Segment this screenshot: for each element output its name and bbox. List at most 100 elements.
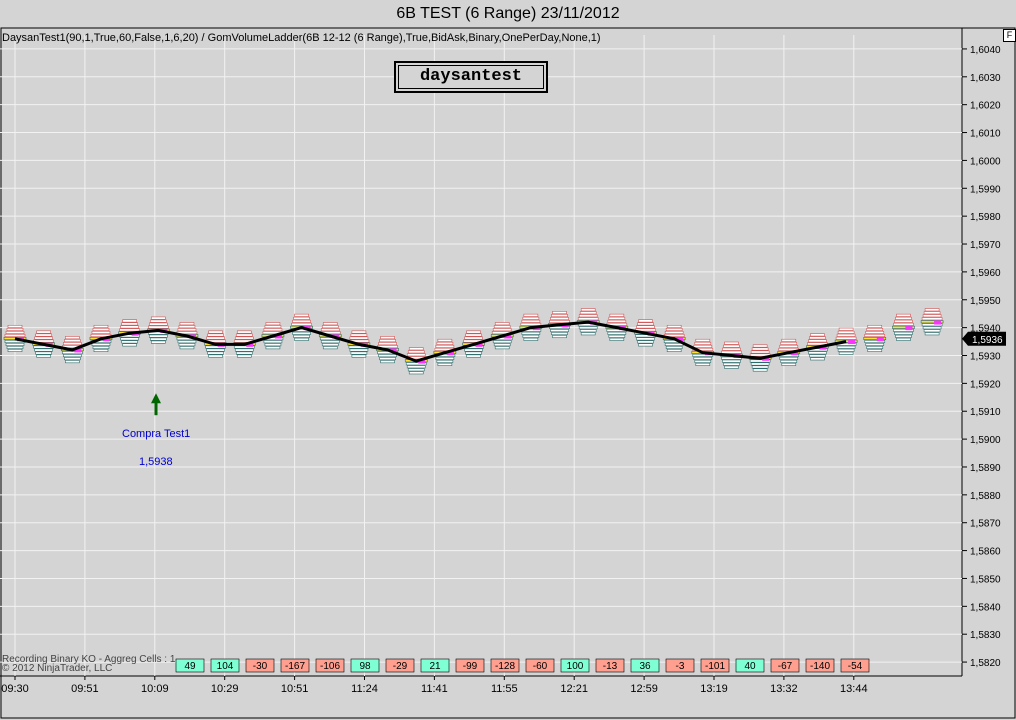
delta-box [245, 658, 275, 673]
chart-frame [0, 27, 1016, 719]
delta-box [490, 658, 520, 673]
delta-box [735, 658, 765, 673]
y-tick-label: 1,6030 [970, 73, 1001, 84]
delta-box [525, 658, 555, 673]
y-tick-label: 1,5940 [970, 324, 1001, 335]
delta-value: 40 [744, 661, 756, 672]
x-tick-label: 11:24 [351, 683, 378, 695]
y-tick-label: 1,6040 [970, 45, 1001, 56]
volume-ladder-bar [720, 341, 743, 369]
delta-box [315, 658, 345, 673]
status-copyright: © 2012 NinjaTrader, LLC [2, 663, 113, 674]
x-tick-label: 09:30 [1, 683, 29, 695]
y-tick-label: 1,5900 [970, 435, 1001, 446]
x-tick-label: 11:41 [421, 683, 448, 695]
volume-ladder-bar [920, 308, 944, 336]
y-tick-label: 1,5980 [970, 212, 1001, 223]
delta-value: -30 [253, 661, 268, 672]
delta-box [700, 658, 730, 673]
volume-ladder-bar [863, 324, 887, 352]
y-tick-label: 1,5970 [970, 240, 1001, 251]
window-title: 6B TEST (6 Range) 23/11/2012 [396, 5, 620, 22]
delta-box [455, 658, 485, 673]
y-tick-label: 1,5850 [970, 574, 1001, 585]
volume-ladder-bar [3, 324, 27, 352]
y-tick-label: 1,5890 [970, 463, 1001, 474]
y-tick-label: 1,5950 [970, 296, 1001, 307]
delta-value: -3 [676, 661, 685, 672]
delta-value: 36 [639, 661, 651, 672]
indicator-label: DaysanTest1(90,1,True,60,False,1,6,20) /… [2, 32, 601, 44]
delta-box [560, 658, 590, 673]
y-tick-label: 1,5830 [970, 630, 1001, 641]
x-tick-label: 10:51 [281, 683, 309, 695]
volume-ladder-bar [834, 327, 858, 355]
x-tick-label: 10:29 [211, 683, 239, 695]
delta-box [350, 658, 380, 673]
delta-box [420, 658, 450, 673]
close-price-line [14, 320, 847, 363]
delta-box [630, 658, 660, 673]
delta-box [385, 658, 415, 673]
y-tick-label: 1,6010 [970, 129, 1001, 140]
delta-value: -13 [603, 661, 618, 672]
y-tick-label: 1,5930 [970, 352, 1001, 363]
format-button[interactable]: F [1003, 29, 1016, 42]
chart-text-annotation: daysantest [394, 61, 548, 93]
y-tick-label: 1,5860 [970, 547, 1001, 558]
delta-value: -106 [320, 661, 340, 672]
y-tick-label: 1,5990 [970, 184, 1001, 195]
signal-price: 1,5938 [139, 456, 173, 468]
delta-value: -54 [848, 661, 863, 672]
volume-ladder-bar [204, 330, 227, 358]
y-tick-label: 1,5910 [970, 407, 1001, 418]
delta-box [210, 658, 240, 673]
status-recording: Recording Binary KO - Aggreg Cells : 1 [2, 654, 176, 665]
x-tick-label: 13:44 [840, 683, 868, 695]
signal-label: Compra Test1 [122, 428, 191, 440]
x-tick-label: 13:19 [700, 683, 728, 695]
buy-signal-arrow-head [151, 393, 161, 404]
volume-ladder-bar [892, 313, 915, 341]
y-tick-label: 1,5840 [970, 602, 1001, 613]
x-tick-label: 09:51 [71, 683, 99, 695]
y-tick-label: 1,5870 [970, 519, 1001, 530]
delta-value: -167 [285, 661, 305, 672]
volume-ladder-bar [404, 347, 428, 375]
x-tick-label: 12:59 [630, 683, 658, 695]
delta-value: -128 [495, 661, 515, 672]
last-price-label: 1,5936 [972, 335, 1003, 346]
delta-value: -101 [705, 661, 725, 672]
y-tick-label: 1,5880 [970, 491, 1001, 502]
y-tick-label: 1,6020 [970, 101, 1001, 112]
delta-box [770, 658, 800, 673]
delta-value: -67 [778, 661, 793, 672]
delta-value: 100 [567, 661, 584, 672]
last-price-tag [962, 331, 1006, 346]
volume-ladder-bar [232, 330, 256, 358]
volume-ladder-bar [548, 311, 571, 339]
x-tick-label: 12:21 [560, 683, 588, 695]
y-tick-label: 1,5920 [970, 379, 1001, 390]
x-tick-label: 11:55 [491, 683, 518, 695]
delta-value: -140 [810, 661, 830, 672]
y-tick-label: 1,5820 [970, 658, 1001, 669]
delta-box [840, 658, 870, 673]
delta-box [665, 658, 695, 673]
x-tick-label: 13:32 [770, 683, 798, 695]
delta-value: -29 [393, 661, 408, 672]
y-tick-label: 1,6000 [970, 156, 1001, 167]
delta-value: 98 [359, 661, 371, 672]
delta-value: 104 [217, 661, 234, 672]
delta-box [805, 658, 835, 673]
delta-box [280, 658, 310, 673]
delta-value: -60 [533, 661, 548, 672]
delta-value: 49 [184, 661, 196, 672]
delta-value: 21 [429, 661, 441, 672]
delta-box [175, 658, 205, 673]
y-tick-label: 1,5960 [970, 268, 1001, 279]
x-tick-label: 10:09 [141, 683, 169, 695]
delta-box [595, 658, 625, 673]
delta-value: -99 [463, 661, 478, 672]
